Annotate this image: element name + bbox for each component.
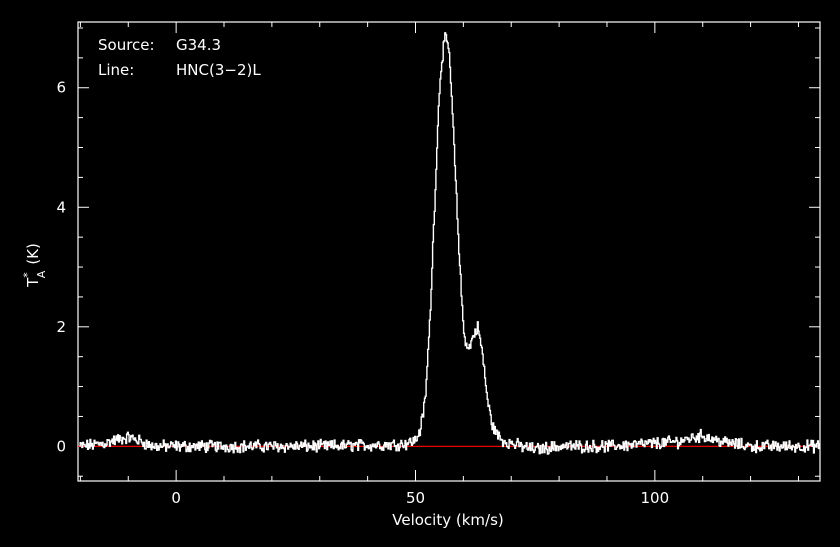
x-axis-label: Velocity (km/s) <box>392 511 503 529</box>
y-label-unit: (K) <box>24 243 42 265</box>
source-annotation-label: Source: <box>98 36 155 54</box>
y-label-main: T <box>24 277 42 288</box>
x-tick-labels: 0 50 100 <box>171 489 669 507</box>
source-annotation-value: G34.3 <box>176 36 221 54</box>
line-annotation-label: Line: <box>98 61 134 79</box>
y-axis-label: T*A (K) <box>21 243 48 288</box>
y-label-superscript: * <box>21 272 34 278</box>
x-tick-label: 100 <box>641 489 670 507</box>
plot-frame <box>77 21 821 482</box>
line-annotation-value: HNC(3−2)L <box>176 61 261 79</box>
y-tick-label: 4 <box>56 198 66 216</box>
spectrum-line <box>79 32 820 455</box>
x-tick-label: 0 <box>171 489 181 507</box>
y-tick-labels: 0 2 4 6 <box>56 79 66 456</box>
y-label-subscript: A <box>35 270 48 278</box>
y-tick-label: 2 <box>56 318 66 336</box>
plot-border <box>77 21 821 482</box>
x-tick-label: 50 <box>406 489 425 507</box>
svg-text:T*A(K): T*A (K) <box>21 243 48 288</box>
y-tick-label: 6 <box>56 79 66 97</box>
axis-ticks <box>78 22 820 481</box>
y-tick-label: 0 <box>56 437 66 455</box>
